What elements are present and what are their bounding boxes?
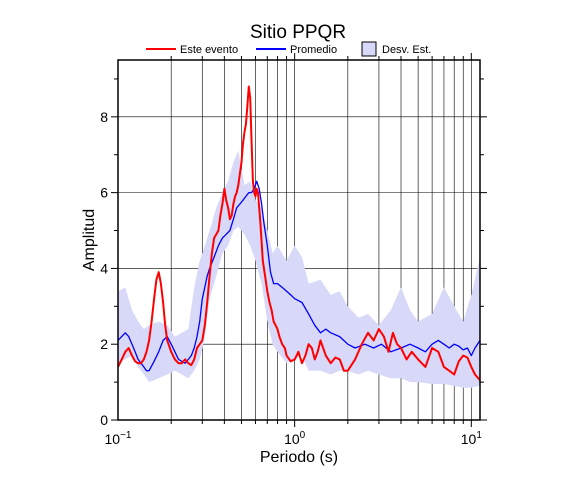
x-axis-label: Periodo (s): [260, 449, 338, 466]
series-layer: [118, 85, 480, 381]
series-line-promedio: [118, 180, 480, 372]
legend: Este evento Promedio Desv. Est.: [146, 41, 431, 57]
y-axis-label: Amplitud: [81, 209, 98, 271]
band-layer: [118, 150, 480, 388]
chart-title: Sitio PPQR: [250, 22, 346, 43]
y-tick-label: 2: [100, 336, 108, 352]
ticks: 0 2 4 6 8 10−1 100 101: [100, 53, 487, 447]
std-band: [118, 150, 480, 388]
y-tick-label: 4: [100, 260, 108, 276]
legend-label-promedio: Promedio: [290, 44, 337, 56]
y-tick-label: 0: [100, 412, 108, 428]
x-tick-label: 10−1: [105, 430, 132, 447]
x-tick-label: 100: [284, 430, 306, 447]
legend-label-este-evento: Este evento: [180, 44, 238, 56]
legend-label-desv-est: Desv. Est.: [382, 44, 431, 56]
series-line-este-evento: [118, 85, 480, 381]
plot-frame: [117, 59, 481, 421]
y-tick-label: 8: [100, 109, 108, 125]
legend-swatch-desv-est: [361, 41, 377, 57]
x-tick-label: 101: [461, 430, 483, 447]
y-tick-label: 6: [100, 185, 108, 201]
